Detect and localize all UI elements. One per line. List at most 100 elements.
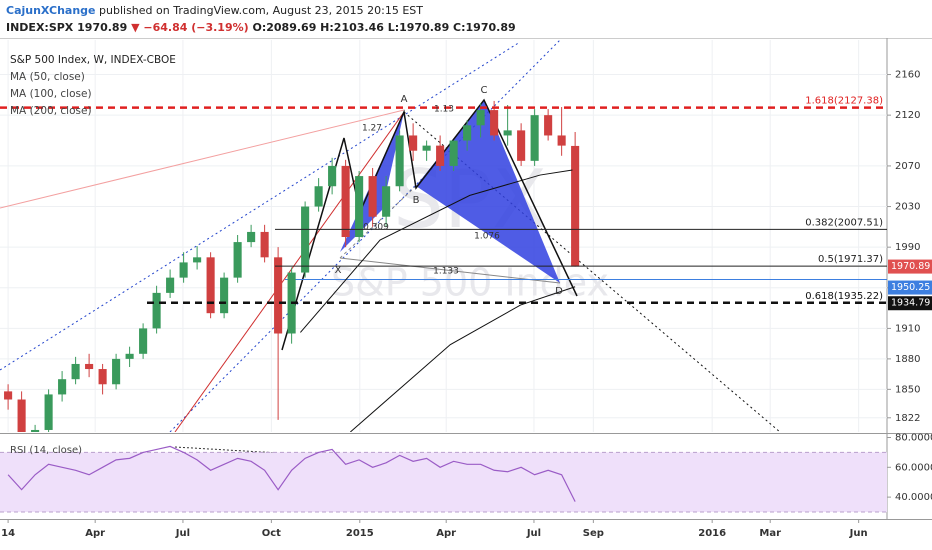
pattern-point: X: [335, 265, 342, 276]
rsi-pane: [0, 445, 887, 513]
candle-body: [314, 186, 323, 207]
x-tick-label: Jun: [849, 528, 868, 539]
last-price: 1970.89: [77, 21, 128, 34]
header: CajunXChange published on TradingView.co…: [0, 0, 932, 38]
candle-body: [355, 176, 364, 238]
candle-body: [328, 165, 337, 187]
watermark: S&P 500 Index: [331, 261, 609, 305]
pattern-point: C: [481, 85, 488, 96]
candle-body: [530, 115, 539, 161]
candle-body: [98, 369, 107, 385]
moving-average: [350, 286, 576, 432]
pattern-ratio: 1.133: [433, 267, 459, 277]
candle-body: [463, 125, 472, 141]
candle-body: [436, 145, 445, 166]
y-tick-label: 2030: [895, 202, 920, 213]
candle-body: [31, 429, 40, 432]
published: published on TradingView.com, August 23,…: [99, 4, 423, 17]
candle-body: [274, 257, 283, 334]
y-tick-label: 1822: [895, 413, 920, 424]
trend-line: [403, 111, 781, 432]
candle-body: [233, 242, 242, 278]
indicator-legend: MA (50, close): [10, 71, 85, 83]
rsi-band: [0, 452, 887, 513]
candle-body: [112, 358, 121, 385]
candle-body: [193, 257, 202, 263]
candle-body: [395, 135, 404, 187]
pattern-outline: [281, 98, 578, 351]
pattern-labels: X A B C D 1.27 1.13 0.309 1.076 1.133: [335, 85, 564, 297]
candle-body: [557, 135, 566, 146]
y-tick-label: 40.0000: [895, 492, 932, 503]
candle-body: [17, 399, 26, 432]
fib-label: 0.382(2007.51): [805, 217, 883, 228]
ohlc: O:2089.69 H:2103.46 L:1970.89 C:1970.89: [252, 21, 516, 34]
x-tick-label: 2016: [698, 528, 726, 539]
candle-body: [220, 277, 229, 314]
candle-body: [139, 328, 148, 354]
y-tick-label: 1880: [895, 354, 920, 365]
candle-body: [503, 130, 512, 136]
candle-body: [152, 292, 161, 329]
x-tick-label: Jul: [526, 528, 541, 539]
candle-body: [341, 165, 350, 238]
header-rule: [0, 38, 932, 39]
pattern-point: B: [413, 195, 420, 206]
y-tick-label: 60.0000: [895, 462, 932, 473]
candle-body: [422, 145, 431, 151]
candle-body: [247, 231, 256, 243]
fib-label: 0.618(1935.22): [805, 291, 883, 302]
candle-body: [4, 391, 13, 400]
y-tick-label: 2160: [895, 70, 920, 81]
pattern-ratio: 1.27: [362, 124, 382, 134]
candle-body: [382, 186, 391, 217]
candle-body: [490, 110, 499, 136]
pane-title: S&P 500 Index, W, INDEX-CBOE: [10, 54, 176, 66]
candle-body: [58, 379, 67, 395]
fib-label: 0.5(1971.37): [818, 254, 883, 265]
pattern-ratio: 1.076: [474, 232, 500, 242]
rsi-line: [7, 445, 576, 502]
price-tag-label: 1934.79: [891, 298, 930, 309]
candle-body: [517, 130, 526, 161]
x-tick-label: Jul: [175, 528, 190, 539]
moving-average: [300, 169, 573, 333]
pattern-xd-line: [339, 257, 561, 284]
y-tick-label: 2120: [895, 110, 920, 121]
pattern-point: A: [401, 94, 408, 105]
candle-body: [206, 257, 215, 314]
candle-body: [449, 140, 458, 166]
indicator-legend: MA (200, close): [10, 105, 92, 117]
change: ▼ −64.84 (−3.19%): [131, 21, 249, 34]
x-tick-label: Mar: [759, 528, 781, 539]
trend-line: [0, 109, 405, 209]
x-tick-label: Oct: [262, 528, 281, 539]
price-tag: [888, 280, 932, 295]
price-tag: [888, 259, 932, 274]
candle-body: [260, 231, 269, 258]
candle-body: [476, 110, 485, 126]
price-pane-background: SPXS&P 500 Index: [0, 40, 887, 432]
candle-body: [544, 115, 553, 136]
price-tag-label: 1970.89: [891, 261, 930, 272]
candle-body: [409, 135, 418, 151]
price-pane: [0, 40, 887, 432]
blue-level: [285, 279, 887, 280]
candle-body: [125, 353, 134, 359]
price-tag: [888, 296, 932, 311]
candle-body: [85, 363, 94, 370]
y-tick-label: 1910: [895, 323, 920, 334]
publisher[interactable]: CajunXChange: [6, 4, 96, 17]
x-tick-label: Apr: [85, 528, 105, 539]
candle-body: [571, 145, 580, 267]
publish-line: CajunXChange published on TradingView.co…: [6, 4, 423, 17]
candle-body: [179, 262, 188, 278]
indicator-legend: MA (100, close): [10, 88, 92, 100]
x-tick-label: 14: [1, 528, 15, 539]
symbol: INDEX:SPX: [6, 21, 74, 34]
x-tick-label: Apr: [436, 528, 456, 539]
quote-line: INDEX:SPX 1970.89 ▼ −64.84 (−3.19%) O:20…: [6, 21, 516, 34]
x-tick-label: Sep: [583, 528, 604, 539]
